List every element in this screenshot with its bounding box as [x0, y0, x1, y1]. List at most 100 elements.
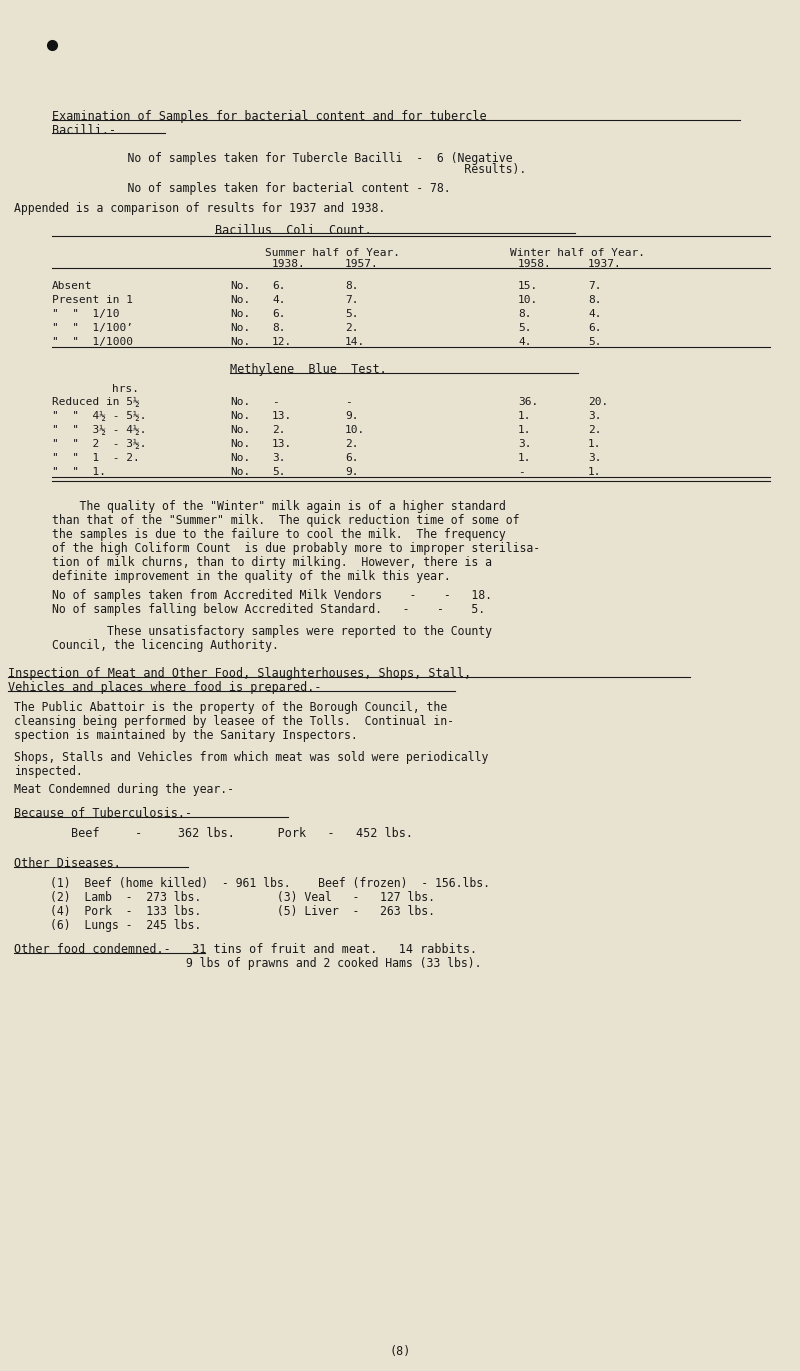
Text: No.: No. — [230, 411, 250, 421]
Text: 1.: 1. — [588, 468, 602, 477]
Text: 4.: 4. — [272, 295, 286, 304]
Text: 1958.: 1958. — [518, 259, 552, 269]
Text: 3.: 3. — [588, 452, 602, 463]
Text: "  "  1/10: " " 1/10 — [52, 308, 119, 319]
Text: "  "  4½ - 5½.: " " 4½ - 5½. — [52, 411, 146, 421]
Text: 5.: 5. — [272, 468, 286, 477]
Text: Examination of Samples for bacterial content and for tubercle: Examination of Samples for bacterial con… — [52, 110, 486, 123]
Text: than that of the "Summer" milk.  The quick reduction time of some of: than that of the "Summer" milk. The quic… — [52, 514, 519, 526]
Text: -: - — [272, 398, 278, 407]
Text: (4)  Pork  -  133 lbs.           (5) Liver  -   263 lbs.: (4) Pork - 133 lbs. (5) Liver - 263 lbs. — [50, 905, 435, 919]
Text: No of samples falling below Accredited Standard.   -    -    5.: No of samples falling below Accredited S… — [52, 603, 485, 616]
Text: 10.: 10. — [345, 425, 366, 435]
Text: tion of milk churns, than to dirty milking.  However, there is a: tion of milk churns, than to dirty milki… — [52, 557, 492, 569]
Text: 3.: 3. — [588, 411, 602, 421]
Text: The quality of the "Winter" milk again is of a higher standard: The quality of the "Winter" milk again i… — [52, 500, 506, 513]
Text: Bacillus  Coli  Count.: Bacillus Coli Count. — [215, 223, 372, 237]
Text: 12.: 12. — [272, 337, 292, 347]
Text: The Public Abattoir is the property of the Borough Council, the: The Public Abattoir is the property of t… — [14, 701, 447, 714]
Text: Other Diseases.: Other Diseases. — [14, 857, 121, 871]
Text: 1.: 1. — [588, 439, 602, 448]
Text: 5.: 5. — [345, 308, 358, 319]
Text: Absent: Absent — [52, 281, 93, 291]
Text: 4.: 4. — [518, 337, 531, 347]
Text: Winter half of Year.: Winter half of Year. — [510, 248, 645, 258]
Text: 9.: 9. — [345, 411, 358, 421]
Text: No of samples taken for Tubercle Bacilli  -  6 (Negative: No of samples taken for Tubercle Bacilli… — [100, 152, 513, 165]
Text: 1.: 1. — [518, 425, 531, 435]
Text: 2.: 2. — [345, 439, 358, 448]
Text: No.: No. — [230, 308, 250, 319]
Text: 1957.: 1957. — [345, 259, 378, 269]
Text: No.: No. — [230, 439, 250, 448]
Text: Council, the licencing Authority.: Council, the licencing Authority. — [52, 639, 279, 653]
Text: definite improvement in the quality of the milk this year.: definite improvement in the quality of t… — [52, 570, 450, 583]
Text: Because of Tuberculosis.-: Because of Tuberculosis.- — [14, 808, 192, 820]
Text: hrs.: hrs. — [112, 384, 139, 393]
Text: Results).: Results). — [100, 163, 526, 175]
Text: "  "  1.: " " 1. — [52, 468, 106, 477]
Text: 6.: 6. — [272, 281, 286, 291]
Text: 8.: 8. — [345, 281, 358, 291]
Text: -: - — [345, 398, 352, 407]
Text: Vehicles and places where food is prepared.-: Vehicles and places where food is prepar… — [8, 681, 322, 694]
Text: "  "  1  - 2.: " " 1 - 2. — [52, 452, 140, 463]
Text: 13.: 13. — [272, 439, 292, 448]
Text: 10.: 10. — [518, 295, 538, 304]
Text: No.: No. — [230, 337, 250, 347]
Text: These unsatisfactory samples were reported to the County: These unsatisfactory samples were report… — [52, 625, 492, 638]
Text: 2.: 2. — [345, 324, 358, 333]
Text: 9 lbs of prawns and 2 cooked Hams (33 lbs).: 9 lbs of prawns and 2 cooked Hams (33 lb… — [14, 957, 482, 971]
Text: Inspection of Meat and Other Food, Slaughterhouses, Shops, Stall,: Inspection of Meat and Other Food, Slaug… — [8, 668, 471, 680]
Text: No.: No. — [230, 398, 250, 407]
Text: 36.: 36. — [518, 398, 538, 407]
Text: (8): (8) — [390, 1345, 410, 1359]
Text: 1938.: 1938. — [272, 259, 306, 269]
Text: 15.: 15. — [518, 281, 538, 291]
Text: 4.: 4. — [588, 308, 602, 319]
Text: Appended is a comparison of results for 1937 and 1938.: Appended is a comparison of results for … — [14, 202, 386, 215]
Text: Other food condemned.-   31 tins of fruit and meat.   14 rabbits.: Other food condemned.- 31 tins of fruit … — [14, 943, 477, 956]
Text: Present in 1: Present in 1 — [52, 295, 133, 304]
Text: "  "  2  - 3½.: " " 2 - 3½. — [52, 439, 146, 448]
Text: No.: No. — [230, 425, 250, 435]
Text: 3.: 3. — [272, 452, 286, 463]
Text: No of samples taken from Accredited Milk Vendors    -    -   18.: No of samples taken from Accredited Milk… — [52, 590, 492, 602]
Text: (6)  Lungs -  245 lbs.: (6) Lungs - 245 lbs. — [50, 919, 202, 932]
Text: (2)  Lamb  -  273 lbs.           (3) Veal   -   127 lbs.: (2) Lamb - 273 lbs. (3) Veal - 127 lbs. — [50, 891, 435, 903]
Text: 13.: 13. — [272, 411, 292, 421]
Text: of the high Coliform Count  is due probably more to improper sterilisa-: of the high Coliform Count is due probab… — [52, 542, 540, 555]
Text: -: - — [518, 468, 525, 477]
Text: Summer half of Year.: Summer half of Year. — [265, 248, 400, 258]
Text: 5.: 5. — [518, 324, 531, 333]
Text: Shops, Stalls and Vehicles from which meat was sold were periodically: Shops, Stalls and Vehicles from which me… — [14, 751, 488, 764]
Text: 6.: 6. — [345, 452, 358, 463]
Text: 7.: 7. — [345, 295, 358, 304]
Text: 8.: 8. — [518, 308, 531, 319]
Text: Meat Condemned during the year.-: Meat Condemned during the year.- — [14, 783, 234, 797]
Text: 9.: 9. — [345, 468, 358, 477]
Text: "  "  3½ - 4½.: " " 3½ - 4½. — [52, 425, 146, 435]
Text: 7.: 7. — [588, 281, 602, 291]
Text: "  "  1/1000: " " 1/1000 — [52, 337, 133, 347]
Text: 6.: 6. — [588, 324, 602, 333]
Text: Beef     -     362 lbs.      Pork   -   452 lbs.: Beef - 362 lbs. Pork - 452 lbs. — [14, 827, 413, 840]
Text: 1937.: 1937. — [588, 259, 622, 269]
Text: No of samples taken for bacterial content - 78.: No of samples taken for bacterial conten… — [100, 182, 450, 195]
Text: spection is maintained by the Sanitary Inspectors.: spection is maintained by the Sanitary I… — [14, 729, 358, 742]
Text: No.: No. — [230, 468, 250, 477]
Text: 3.: 3. — [518, 439, 531, 448]
Text: 1.: 1. — [518, 411, 531, 421]
Text: No.: No. — [230, 324, 250, 333]
Text: 8.: 8. — [272, 324, 286, 333]
Text: 1.: 1. — [518, 452, 531, 463]
Text: 2.: 2. — [272, 425, 286, 435]
Text: "  "  1/100’: " " 1/100’ — [52, 324, 133, 333]
Text: No.: No. — [230, 452, 250, 463]
Text: Bacilli.-: Bacilli.- — [52, 123, 116, 137]
Text: cleansing being performed by leasee of the Tolls.  Continual in-: cleansing being performed by leasee of t… — [14, 716, 454, 728]
Text: 5.: 5. — [588, 337, 602, 347]
Text: 20.: 20. — [588, 398, 608, 407]
Text: the samples is due to the failure to cool the milk.  The frequency: the samples is due to the failure to coo… — [52, 528, 506, 542]
Text: (1)  Beef (home killed)  - 961 lbs.    Beef (frozen)  - 156.lbs.: (1) Beef (home killed) - 961 lbs. Beef (… — [50, 877, 490, 890]
